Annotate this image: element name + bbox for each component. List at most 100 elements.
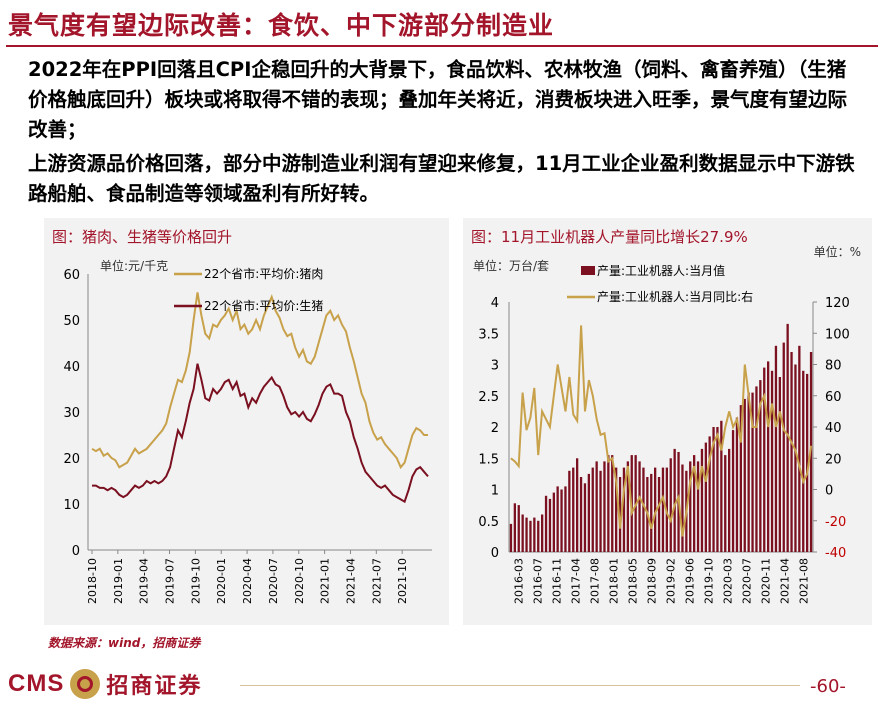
bar: [743, 398, 746, 552]
company-logo: CMS 招商证券: [8, 668, 202, 700]
legend-swatch-bar: [581, 266, 595, 275]
x-tick-label: 2019-02: [665, 558, 678, 604]
bar: [568, 470, 571, 553]
bar: [603, 461, 606, 552]
bar: [790, 352, 793, 552]
bar: [763, 367, 766, 552]
pork-price-chart-panel: 图：猪肉、生猪等价格回升 单位:元/千克 0 10 20 30 40 50 60 2018-10…: [44, 218, 449, 625]
bar: [591, 467, 594, 552]
bar: [560, 489, 563, 552]
x-tick-label: 2017-08: [589, 558, 602, 604]
bar: [806, 373, 809, 552]
bar: [544, 495, 548, 553]
bar: [599, 470, 602, 553]
bar: [525, 517, 528, 552]
unit-label-left: 单位：万台/套: [473, 258, 549, 273]
bar: [650, 473, 653, 552]
x-tick-label: 2021-07: [370, 558, 383, 604]
bar: [579, 477, 583, 552]
bar: [615, 467, 618, 552]
bar: [693, 455, 696, 552]
paragraph-2: 上游资源品价格回落，部分中游制造业利润有望迎来修复，11月工业企业盈利数据显示中…: [28, 152, 855, 205]
bar: [704, 442, 707, 552]
title-divider: [6, 45, 878, 47]
y-tick-label: 40: [63, 360, 80, 375]
bar: [654, 467, 657, 552]
bar: [533, 517, 536, 552]
y-right-tick-label: 80: [825, 359, 842, 374]
y-left-tick-label: 1: [491, 484, 499, 499]
x-tick-label: 2016-03: [513, 558, 526, 604]
bar: [513, 503, 516, 553]
legend-label: 22个省市:平均价:猪肉: [204, 266, 323, 281]
bar: [751, 392, 754, 552]
bar: [696, 461, 700, 552]
x-tick-label: 2019-10: [703, 558, 716, 604]
x-tick-label: 2020-04: [241, 558, 254, 604]
y-left-tick-label: 4: [491, 296, 499, 311]
y-left-tick-label: 3.5: [478, 327, 499, 342]
x-tick-label: 2021-04: [344, 558, 357, 604]
logo-text: CMS: [8, 670, 65, 697]
y-right-tick-label: 20: [825, 452, 842, 467]
x-tick-label: 2019-06: [684, 558, 697, 604]
bar: [724, 455, 727, 552]
x-tick-label: 2018-01: [608, 558, 621, 604]
unit-label-right: 单位：%: [814, 244, 861, 259]
page-number: -60-: [810, 676, 846, 697]
bar: [712, 427, 715, 552]
bar: [759, 380, 762, 552]
pork-price-chart: 单位:元/千克 0 10 20 30 40 50 60 2018-10 2019-01 2019-0…: [63, 258, 432, 604]
y-right-tick-label: 60: [825, 390, 842, 405]
x-tick-label: 2020-07: [741, 558, 754, 604]
bar: [735, 417, 739, 552]
robot-output-chart: 单位：万台/套 单位：% 0 0.5 1 1.5 2 2.5 3 3.5 4 -40 -20 0 20 40 6…: [473, 244, 861, 604]
x-tick-label: 2020-01: [215, 558, 228, 604]
bar: [716, 427, 719, 552]
y-tick-label: 50: [63, 314, 80, 329]
bar: [517, 505, 520, 552]
unit-label: 单位:元/千克: [100, 258, 168, 273]
bar: [767, 361, 770, 552]
y-right-tick-label: 40: [825, 421, 842, 436]
bar: [548, 498, 552, 552]
bar: [786, 323, 789, 552]
logo-badge-icon: [70, 669, 101, 699]
bar: [782, 342, 785, 552]
bar: [700, 448, 704, 552]
series-line: [91, 292, 428, 470]
y-tick-label: 30: [63, 406, 80, 421]
y-left-tick-label: 0: [491, 546, 499, 561]
bar: [564, 486, 567, 552]
bar: [661, 467, 665, 552]
yoy-line: [510, 325, 813, 537]
bar: [622, 467, 626, 552]
bar: [798, 345, 801, 553]
bar: [669, 458, 672, 553]
chart-title: 图：猪肉、生猪等价格回升: [52, 228, 233, 246]
y-left-tick-label: 2.5: [478, 390, 499, 405]
bar: [778, 377, 781, 552]
bar: [552, 492, 555, 552]
bar: [556, 486, 559, 552]
bar: [802, 370, 805, 553]
bar: [689, 461, 692, 552]
bar: [595, 461, 598, 552]
y-left-tick-label: 0.5: [478, 515, 499, 530]
x-tick-label: 2016-07: [532, 558, 545, 604]
footer-divider: [240, 685, 800, 686]
bar: [673, 448, 676, 552]
bar: [509, 523, 513, 552]
x-tick-label: 2017-04: [570, 558, 583, 604]
x-tick-label: 2018-05: [627, 558, 640, 604]
y-left-tick-label: 3: [491, 359, 499, 374]
bar: [607, 455, 610, 552]
x-tick-label: 2020-07: [267, 558, 280, 604]
bar: [587, 473, 590, 552]
bar: [583, 483, 587, 553]
x-tick-label: 2018-10: [86, 558, 99, 604]
legend-label: 产量:工业机器人:当月值: [597, 263, 725, 278]
robot-output-chart-panel: 图：11月工业机器人产量同比增长27.9% 单位：万台/套 单位：% 0 0.5 1 1.…: [463, 218, 872, 625]
x-tick-label: 2021-01: [319, 558, 332, 604]
x-tick-label: 2019-01: [112, 558, 125, 604]
